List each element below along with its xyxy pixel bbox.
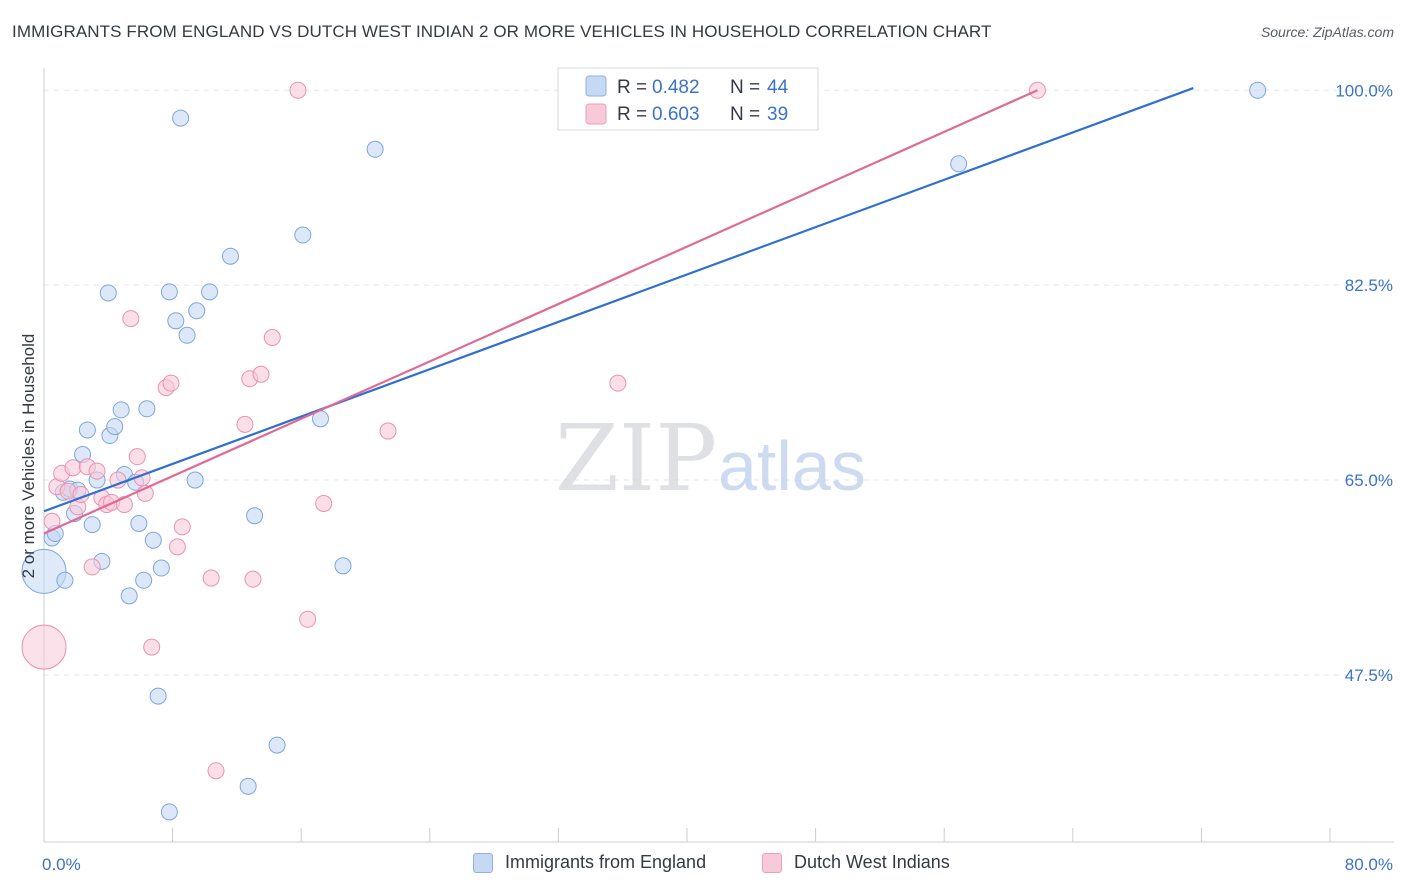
legend-n-label-2: N = [730,104,760,125]
point-dutch [289,81,307,99]
point-england [201,283,219,301]
point-england [138,400,156,418]
point-england [149,687,167,705]
point-england [78,421,96,439]
x-tick-label-min: 0.0% [42,855,81,874]
point-england [152,559,170,577]
point-england [144,531,162,549]
watermark-atlas: atlas [718,427,866,505]
point-england [99,284,117,302]
point-england [366,140,384,158]
point-dutch [236,415,254,433]
point-england [56,571,74,589]
watermark: ZIP atlas [555,405,866,512]
point-england [268,736,286,754]
point-dutch [609,374,627,392]
point-dutch [88,462,106,480]
legend-n-value-2: 39 [767,104,788,125]
point-england [334,557,352,575]
point-dutch [122,310,140,328]
point-england [120,587,138,605]
point-england [160,283,178,301]
point-england [130,514,148,532]
source-label: Source: ZipAtlas.com [1260,24,1394,40]
watermark-zip: ZIP [555,405,717,512]
point-dutch [83,558,101,576]
legend-r-label-1: R = [617,77,647,98]
point-dutch [202,569,220,587]
point-dutch [143,638,161,656]
point-england [221,247,239,265]
correlation-legend: R = 0.482 N = 44 R = 0.603 N = 39 [557,67,819,131]
point-england [112,401,130,419]
y-tick-label: 65.0% [1345,471,1393,490]
legend-r-value-2: 0.603 [652,104,700,125]
trend-line-dutch [43,89,1038,535]
series-legend-dutch: Dutch West Indians [762,852,950,873]
point-england [188,302,206,320]
x-tick-label-max: 80.0% [1345,855,1393,874]
point-england [106,418,124,436]
point-england [172,109,190,127]
point-dutch [162,374,180,392]
point-dutch [379,422,397,440]
point-england [950,155,968,173]
point-dutch [21,624,67,670]
data-points [21,81,1267,821]
trend-line-england [43,87,1194,513]
point-england [186,471,204,489]
y-tick-label: 82.5% [1345,276,1393,295]
point-england [294,226,312,244]
trend-lines [43,87,1194,535]
point-england [21,548,67,594]
y-tick-label: 100.0% [1335,81,1393,100]
series-name-dutch: Dutch West Indians [794,852,950,872]
point-england [135,571,153,589]
x-tick-marks [43,828,1331,842]
series-legend-england: Immigrants from England [473,852,706,873]
point-dutch [263,329,281,347]
point-dutch [315,494,333,512]
series-name-england: Immigrants from England [505,852,707,872]
point-dutch [207,762,225,780]
y-axis-label: 2 or more Vehicles in Household [19,334,38,579]
legend-r-label-2: R = [617,104,647,125]
point-england [160,803,178,821]
legend-n-label-1: N = [730,77,760,98]
point-dutch [128,448,146,466]
point-dutch [173,518,191,536]
point-england [1249,81,1267,99]
point-england [178,326,196,344]
point-england [167,312,185,330]
legend-r-value-1: 0.482 [652,77,700,98]
point-england [83,516,101,534]
legend-swatch-dutch [585,103,607,125]
legend-n-value-1: 44 [767,77,789,98]
point-dutch [168,538,186,556]
y-tick-label: 47.5% [1345,666,1393,685]
point-england [239,777,257,795]
point-dutch [244,570,262,588]
series-legend: Immigrants from England Dutch West India… [0,852,1406,878]
y-tick-labels: 100.0% 82.5% 65.0% 47.5% [1335,81,1393,685]
series-swatch-england [473,852,493,873]
legend-swatch-england [585,75,607,97]
point-dutch [252,365,270,383]
point-england [246,507,264,525]
chart-title: IMMIGRANTS FROM ENGLAND VS DUTCH WEST IN… [12,22,992,41]
point-dutch [64,459,82,477]
series-swatch-dutch [762,852,782,873]
point-dutch [299,610,317,628]
